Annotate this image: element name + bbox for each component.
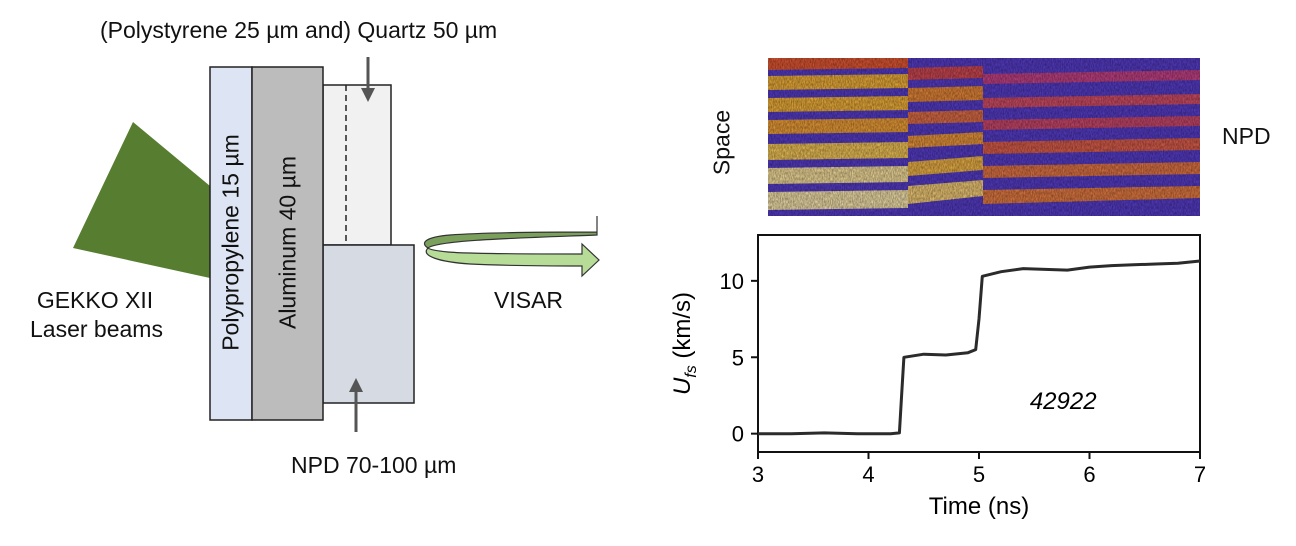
visar-curved-arrow [423, 216, 600, 278]
y-axis-label-main: U [669, 377, 696, 395]
streak-space-label: Space [708, 109, 735, 176]
y-tick-label: 5 [732, 345, 744, 370]
streak-noise [768, 58, 1200, 216]
visar-label: VISAR [494, 287, 564, 313]
quartz-layer [322, 84, 392, 246]
y-axis-label-sub: fs [683, 365, 700, 377]
x-axis-ticks: 3 4 5 6 7 [752, 452, 1206, 487]
y-tick-label: 0 [732, 422, 744, 447]
x-tick-label: 4 [862, 462, 874, 487]
top-label: (Polystyrene 25 µm and) Quartz 50 µm [100, 17, 498, 43]
y-axis-label-unit: (km/s) [669, 292, 696, 365]
laser-beam-cone [73, 122, 210, 278]
x-axis-label: Time (ns) [929, 493, 1029, 520]
x-tick-label: 5 [973, 462, 985, 487]
series-ufs-line [758, 259, 1201, 436]
laser-label-line1: GEKKO XII [36, 287, 154, 313]
x-tick-label: 7 [1194, 462, 1206, 487]
laser-label-line2: Laser beams [30, 316, 163, 342]
streak-npd-label: NPD [1222, 123, 1271, 149]
target-schematic [73, 57, 600, 432]
velocity-chart: 3 4 5 6 7 0 5 10 Time (ns) Ufs (km/s) 42922 [669, 234, 1206, 520]
polypropylene-label: Polypropylene 15 µm [217, 134, 244, 351]
aluminum-layer [251, 66, 324, 421]
y-tick-label: 10 [720, 269, 744, 294]
x-tick-label: 3 [752, 462, 764, 487]
aluminum-label: Aluminum 40 µm [274, 155, 301, 330]
npd-layer [322, 244, 415, 404]
y-axis-label: Ufs (km/s) [669, 292, 700, 395]
laser-label: GEKKO XII Laser beams [30, 286, 163, 344]
y-axis-ticks: 0 5 10 [720, 269, 758, 447]
shot-number-annotation: 42922 [1030, 388, 1097, 415]
polypropylene-layer [209, 66, 253, 421]
streak-image [768, 58, 1200, 216]
plot-frame [757, 234, 1201, 453]
npd-label: NPD 70-100 µm [291, 452, 457, 478]
x-tick-label: 6 [1083, 462, 1095, 487]
